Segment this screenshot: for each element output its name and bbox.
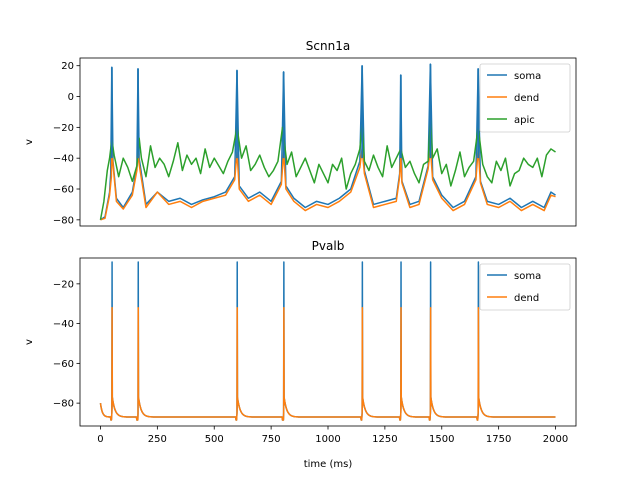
scnn1a-legend-box (479, 63, 571, 133)
scnn1a-legend-soma: soma (514, 71, 541, 82)
pvalb-frame (79, 257, 577, 427)
x-tick-label: 2000 (543, 434, 568, 445)
pvalb-legend-soma: soma (514, 271, 541, 282)
y-tick-label: −80 (53, 215, 74, 226)
y-tick-label: −20 (53, 123, 74, 134)
x-tick-label: 1000 (315, 434, 340, 445)
x-tick-label: 1250 (372, 434, 397, 445)
scnn1a-legend-dend: dend (514, 93, 539, 104)
x-tick-label: 1500 (429, 434, 454, 445)
scnn1a-y-ticks: 20 0 −20 −40 −60 −80 (53, 61, 80, 226)
series-line-apic (99, 118, 556, 220)
pvalb-y-ticks: −20 −40 −60 −80 (53, 279, 80, 410)
x-tick-label: 500 (205, 434, 224, 445)
scnn1a-frame (79, 57, 577, 227)
x-tick-label: 750 (262, 434, 281, 445)
series-line-dend (100, 148, 556, 221)
pvalb-legend-dend: dend (514, 293, 539, 304)
series-line-dend (99, 306, 556, 421)
y-tick-label: 20 (61, 61, 74, 72)
pvalb-lines (99, 261, 556, 421)
pvalb-title: Pvalb (312, 239, 345, 253)
x-tick-label: 1750 (486, 434, 511, 445)
pvalb-subplot: Pvalb v −20 −40 −60 −80 0 250 500 750 1000 1250 1… (24, 239, 577, 470)
x-tick-label: 250 (148, 434, 167, 445)
pvalb-x-ticks: 0 250 500 750 1000 1250 1500 1750 2000 (97, 426, 568, 445)
x-tick-label: 0 (97, 434, 103, 445)
scnn1a-ylabel: v (24, 139, 35, 145)
y-tick-label: −60 (53, 359, 74, 370)
y-tick-label: 0 (68, 92, 74, 103)
scnn1a-legend-apic: apic (514, 115, 535, 126)
scnn1a-subplot: Scnn1a v 20 0 −20 −40 −60 −80 soma dend apic (24, 39, 577, 227)
y-tick-label: −20 (53, 279, 74, 290)
y-tick-label: −80 (53, 399, 74, 410)
pvalb-legend: soma dend (479, 263, 571, 311)
y-tick-label: −40 (53, 319, 74, 330)
scnn1a-lines (99, 63, 556, 221)
scnn1a-title: Scnn1a (306, 39, 350, 53)
y-tick-label: −40 (53, 154, 74, 165)
scnn1a-legend: soma dend apic (479, 63, 571, 133)
y-tick-label: −60 (53, 185, 74, 196)
pvalb-xlabel: time (ms) (304, 459, 353, 470)
pvalb-ylabel: v (24, 339, 35, 345)
